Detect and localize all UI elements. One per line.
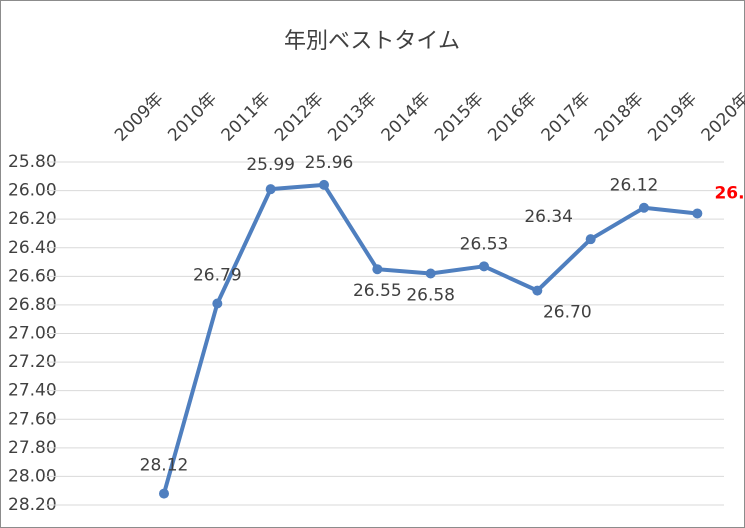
y-tick-label: 26.80 [8,295,57,315]
data-label: 26.53 [460,234,509,254]
data-point [212,298,223,309]
y-tick-label: 26.20 [8,209,57,229]
data-point [319,179,329,190]
data-point [265,184,276,195]
data-label: 26.70 [543,303,592,323]
data-point [532,285,543,296]
data-label: 28.12 [140,456,189,476]
y-tick-label: 28.20 [8,495,57,515]
y-tick-label: 26.60 [8,266,57,286]
data-label: 26.12 [610,176,659,196]
data-point [479,261,489,272]
y-tick-label: 27.00 [8,324,57,344]
data-label: 26.16 [714,183,745,203]
y-tick-label: 26.00 [8,181,57,201]
y-tick-label: 28.00 [8,466,57,486]
y-tick-label: 27.60 [8,409,57,429]
data-label: 25.99 [246,155,295,175]
data-label: 26.79 [193,265,242,285]
y-tick-label: 27.40 [8,381,57,401]
y-tick-label: 26.40 [8,238,57,258]
data-label: 25.96 [305,153,354,173]
data-point [585,234,596,245]
data-point [425,268,436,279]
y-tick-label: 27.20 [8,352,57,372]
data-label: 26.58 [406,285,455,305]
data-label: 26.34 [524,207,573,227]
y-tick-label: 25.80 [8,152,57,172]
data-label: 26.55 [353,281,402,301]
data-point [159,488,169,499]
data-point [639,202,649,213]
data-point [692,208,703,219]
data-point [372,264,383,275]
y-tick-label: 27.80 [8,438,57,458]
chart-title: 年別ベストタイム [284,29,460,54]
